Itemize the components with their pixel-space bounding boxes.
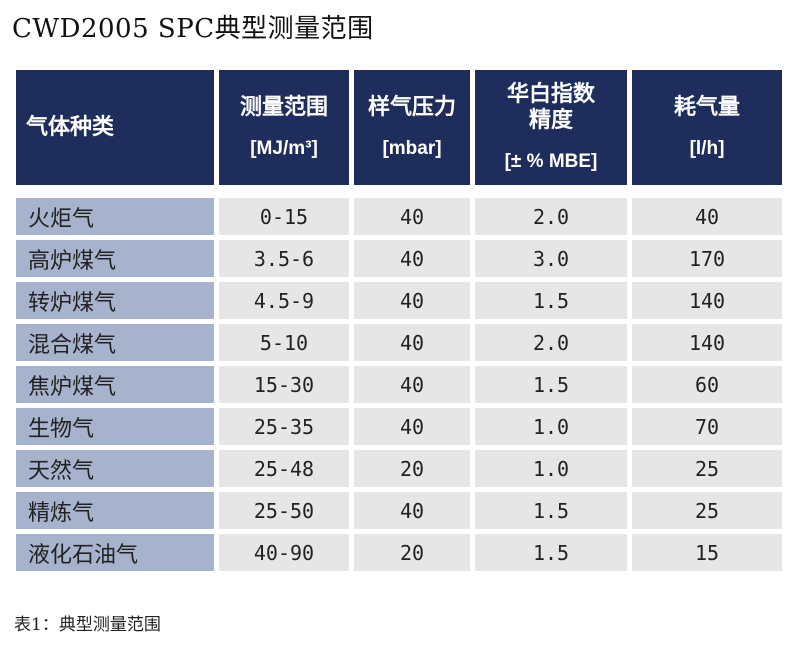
cell-consumption: 40: [632, 198, 782, 235]
cell-consumption: 15: [632, 534, 782, 571]
cell-range: 15-30: [219, 366, 349, 403]
cell-gas-type: 混合煤气: [16, 324, 214, 361]
table-caption: 表1：典型测量范围: [14, 615, 161, 635]
cell-accuracy: 1.0: [475, 450, 627, 487]
table-header-row: 气体种类 测量范围 [MJ/m³] 样气压力 [mbar] 华白指数 精度 [±…: [16, 70, 782, 185]
cell-pressure: 40: [354, 240, 470, 277]
table-row: 精炼气 25-50 40 1.5 25: [16, 492, 782, 529]
cell-pressure: 40: [354, 408, 470, 445]
header-unit: [MJ/m³]: [250, 138, 318, 160]
cell-consumption: 140: [632, 324, 782, 361]
table-row: 火炬气 0-15 40 2.0 40: [16, 198, 782, 235]
cell-gas-type: 精炼气: [16, 492, 214, 529]
table-row: 转炉煤气 4.5-9 40 1.5 140: [16, 282, 782, 319]
cell-pressure: 40: [354, 324, 470, 361]
cell-accuracy: 1.5: [475, 366, 627, 403]
measurement-range-table: 气体种类 测量范围 [MJ/m³] 样气压力 [mbar] 华白指数 精度 [±…: [16, 70, 782, 576]
cell-gas-type: 天然气: [16, 450, 214, 487]
cell-range: 3.5-6: [219, 240, 349, 277]
header-wobbe-accuracy: 华白指数 精度 [± % MBE]: [475, 70, 627, 185]
cell-consumption: 170: [632, 240, 782, 277]
cell-gas-type: 生物气: [16, 408, 214, 445]
cell-accuracy: 2.0: [475, 324, 627, 361]
header-gas-type: 气体种类: [16, 70, 214, 185]
cell-gas-type: 液化石油气: [16, 534, 214, 571]
cell-accuracy: 1.5: [475, 282, 627, 319]
cell-pressure: 40: [354, 492, 470, 529]
cell-gas-type: 火炬气: [16, 198, 214, 235]
header-unit: [± % MBE]: [504, 150, 598, 172]
cell-consumption: 140: [632, 282, 782, 319]
cell-pressure: 20: [354, 450, 470, 487]
cell-range: 25-48: [219, 450, 349, 487]
cell-range: 25-50: [219, 492, 349, 529]
table-row: 天然气 25-48 20 1.0 25: [16, 450, 782, 487]
cell-range: 0-15: [219, 198, 349, 235]
cell-pressure: 40: [354, 366, 470, 403]
header-label: 耗气量: [673, 94, 740, 120]
cell-pressure: 20: [354, 534, 470, 571]
cell-pressure: 40: [354, 198, 470, 235]
header-label: 华白指数 精度: [506, 82, 595, 133]
cell-accuracy: 1.0: [475, 408, 627, 445]
cell-range: 40-90: [219, 534, 349, 571]
cell-pressure: 40: [354, 282, 470, 319]
table-row: 液化石油气 40-90 20 1.5 15: [16, 534, 782, 571]
header-gas-consumption: 耗气量 [l/h]: [632, 70, 782, 185]
cell-consumption: 25: [632, 450, 782, 487]
cell-gas-type: 焦炉煤气: [16, 366, 214, 403]
cell-consumption: 60: [632, 366, 782, 403]
page-title: CWD2005 SPC典型测量范围: [12, 14, 374, 44]
header-measuring-range: 测量范围 [MJ/m³]: [219, 70, 349, 185]
header-label: 样气压力: [367, 94, 456, 120]
cell-consumption: 70: [632, 408, 782, 445]
cell-range: 5-10: [219, 324, 349, 361]
cell-accuracy: 1.5: [475, 534, 627, 571]
table-row: 混合煤气 5-10 40 2.0 140: [16, 324, 782, 361]
header-label: 气体种类: [26, 114, 115, 140]
cell-accuracy: 3.0: [475, 240, 627, 277]
cell-range: 25-35: [219, 408, 349, 445]
cell-gas-type: 转炉煤气: [16, 282, 214, 319]
cell-gas-type: 高炉煤气: [16, 240, 214, 277]
cell-accuracy: 1.5: [475, 492, 627, 529]
cell-range: 4.5-9: [219, 282, 349, 319]
header-label: 测量范围: [239, 94, 328, 120]
header-unit: [mbar]: [382, 138, 442, 160]
table-row: 焦炉煤气 15-30 40 1.5 60: [16, 366, 782, 403]
header-sample-pressure: 样气压力 [mbar]: [354, 70, 470, 185]
cell-consumption: 25: [632, 492, 782, 529]
table-row: 生物气 25-35 40 1.0 70: [16, 408, 782, 445]
cell-accuracy: 2.0: [475, 198, 627, 235]
header-unit: [l/h]: [689, 138, 725, 160]
table-row: 高炉煤气 3.5-6 40 3.0 170: [16, 240, 782, 277]
table-body: 火炬气 0-15 40 2.0 40 高炉煤气 3.5-6 40 3.0 170…: [16, 198, 782, 571]
